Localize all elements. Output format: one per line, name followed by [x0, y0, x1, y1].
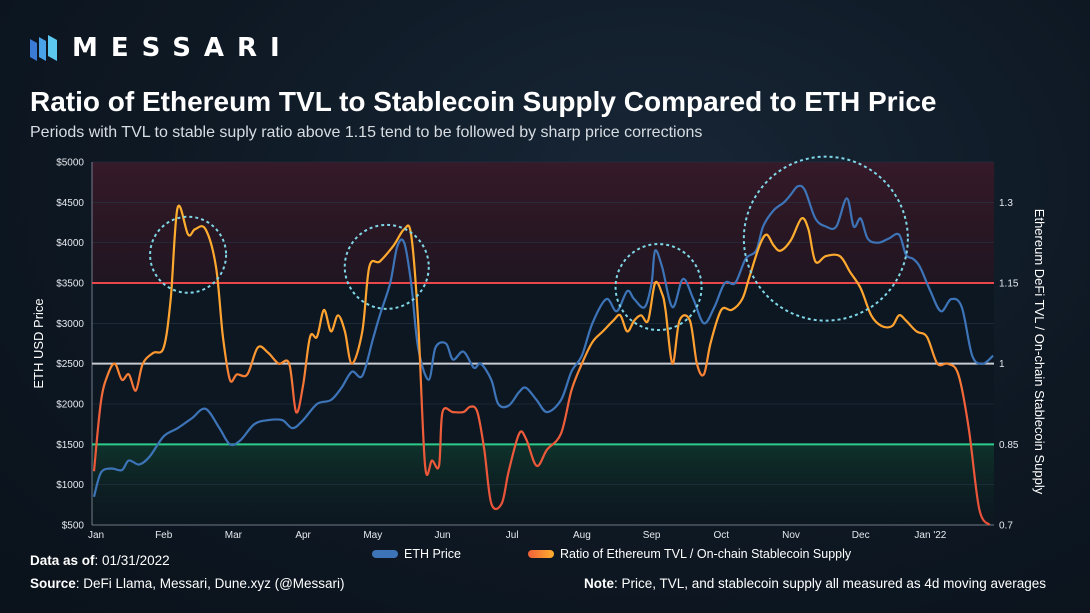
y-left-tick-label: $2500 — [56, 359, 84, 370]
legend-eth-price: ETH Price — [372, 547, 461, 561]
highlight-circle — [149, 215, 228, 294]
legend-ratio-label: Ratio of Ethereum TVL / On-chain Stablec… — [560, 547, 852, 561]
y-left-axis-label: ETH USD Price — [31, 298, 46, 388]
highlight-circle — [614, 243, 703, 332]
data-as-of: Data as of: 01/31/2022 — [30, 553, 170, 568]
legend-ratio: Ratio of Ethereum TVL / On-chain Stablec… — [528, 547, 851, 561]
x-tick-label: Feb — [155, 530, 173, 541]
highlight-circle — [742, 155, 909, 322]
messari-logo-icon — [30, 35, 57, 61]
x-tick-label: Jan '22 — [914, 530, 946, 541]
x-tick-label: Sep — [643, 530, 661, 541]
note-value: : Price, TVL, and stablecoin supply all … — [614, 576, 1046, 591]
y-right-tick-label: 0.85 — [999, 440, 1019, 451]
x-tick-label: Dec — [852, 530, 870, 541]
legend-eth-swatch — [372, 550, 398, 558]
y-left-tick-label: $500 — [62, 521, 85, 532]
asof-value: : 01/31/2022 — [94, 553, 170, 568]
x-tick-label: Jun — [434, 530, 450, 541]
y-left-tick-label: $3000 — [56, 319, 84, 330]
chart-subtitle: Periods with TVL to stable suply ratio a… — [30, 124, 703, 141]
x-tick-label: May — [363, 530, 382, 541]
source-line: Source: DeFi Llama, Messari, Dune.xyz (@… — [30, 576, 345, 591]
series-eth-price-line — [92, 184, 994, 498]
y-left-tick-label: $3500 — [56, 279, 84, 290]
y-left-tick-label: $4500 — [56, 198, 84, 209]
y-right-tick-label: 1 — [999, 359, 1005, 370]
x-tick-label: Jan — [88, 530, 104, 541]
legend-eth-label: ETH Price — [404, 547, 461, 561]
series-ratio-line — [92, 204, 991, 526]
high-ratio-zone — [92, 162, 994, 283]
x-tick-label: Oct — [714, 530, 730, 541]
messari-logo: MESSARI — [28, 33, 293, 63]
y-left-tick-label: $2000 — [56, 400, 84, 411]
y-right-tick-label: 1.3 — [999, 198, 1013, 209]
x-tick-label: Mar — [225, 530, 243, 541]
asof-label: Data as of — [30, 553, 95, 568]
legend-ratio-swatch — [528, 550, 554, 558]
y-left-tick-label: $5000 — [56, 158, 84, 169]
x-tick-label: Nov — [782, 530, 800, 541]
x-tick-label: Apr — [295, 530, 311, 541]
y-left-tick-label: $1000 — [56, 480, 84, 491]
note-label: Note — [584, 576, 614, 591]
y-right-axis-label: Ethereum DeFi TVL / On-chain Stablecoin … — [1032, 209, 1047, 495]
y-right-tick-label: 1.15 — [999, 279, 1019, 290]
brand-name: MESSARI — [72, 33, 293, 63]
y-right-tick-label: 0.7 — [999, 521, 1013, 532]
x-tick-label: Jul — [506, 530, 519, 541]
y-left-tick-label: $4000 — [56, 238, 84, 249]
highlight-circle — [343, 223, 430, 310]
chart-title: Ratio of Ethereum TVL to Stablecoin Supp… — [30, 86, 937, 117]
source-value: : DeFi Llama, Messari, Dune.xyz (@Messar… — [75, 576, 345, 591]
source-label: Source — [30, 576, 76, 591]
y-left-tick-label: $1500 — [56, 440, 84, 451]
note-line: Note: Price, TVL, and stablecoin supply … — [584, 576, 1046, 591]
x-tick-label: Aug — [573, 530, 591, 541]
